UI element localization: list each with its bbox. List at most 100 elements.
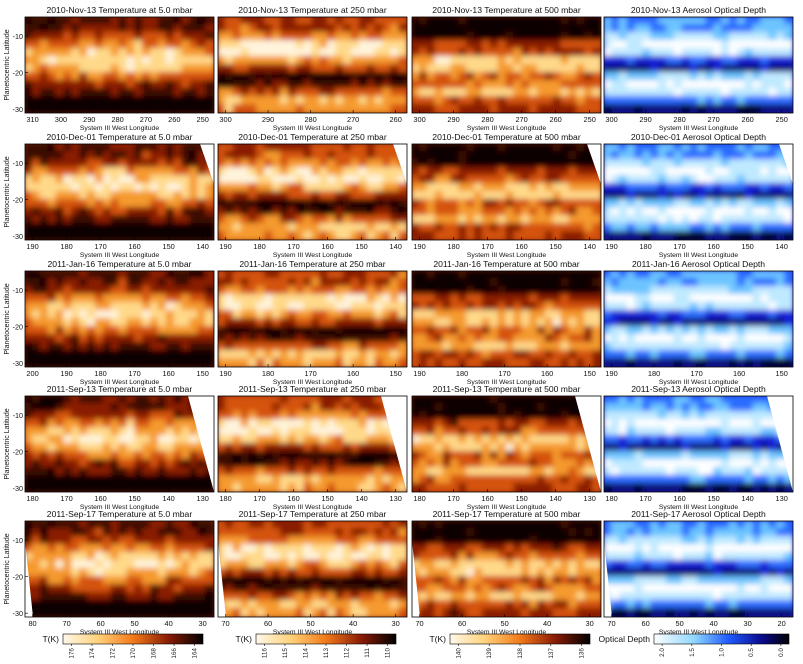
panel-title: 2011-Sep-17 Temperature at 500 mbar (433, 509, 581, 519)
x-tick-label: 170 (128, 369, 140, 378)
x-tick-label: 180 (219, 494, 231, 503)
x-tick-label: 190 (60, 369, 72, 378)
x-tick-label: 300 (219, 115, 231, 124)
x-tick-label: 250 (583, 115, 595, 124)
colorbar-tick-label: 111 (364, 648, 371, 658)
heatmap-image (604, 144, 793, 240)
heatmap-image (25, 144, 214, 240)
x-tick-label: 150 (741, 242, 753, 251)
heatmap-image (604, 396, 793, 492)
x-tick-label: 170 (94, 242, 106, 251)
panel-title: 2011-Sep-17 Temperature at 5.0 mbar (47, 509, 193, 519)
x-tick-label: 60 (96, 619, 104, 628)
colorbar-tick-label: 0.0 (778, 648, 785, 657)
y-tick-label: -20 (13, 196, 23, 205)
colorbar-tick-label: 1.5 (689, 648, 696, 657)
x-tick-label: 290 (83, 115, 95, 124)
colorbar-tick-label: 139 (486, 648, 493, 659)
colorbar-2: T(K) 140 139 138 137 136 (429, 633, 591, 659)
x-tick-label: 280 (673, 115, 685, 124)
x-tick-label: 180 (447, 242, 459, 251)
x-tick-label: 140 (355, 494, 367, 503)
panel-frame (603, 520, 794, 618)
x-tick-label: 60 (641, 619, 649, 628)
x-tick-label: 180 (94, 369, 106, 378)
x-tick-label: 180 (60, 242, 72, 251)
x-tick-label: 150 (196, 369, 208, 378)
panel-frame (411, 520, 602, 618)
no-data-wedge (188, 396, 214, 492)
y-tick-label: -10 (13, 286, 23, 295)
x-axis-label: System III West Longitude (80, 629, 159, 636)
x-tick-label: 180 (262, 369, 274, 378)
colorbar-tick-label: 174 (89, 648, 96, 659)
x-axis-label: System III West Longitude (659, 252, 738, 259)
colorbar-tick-label: 172 (109, 648, 116, 659)
heatmap-image (412, 521, 601, 617)
y-tick-label: -10 (13, 411, 23, 420)
x-tick-label: 250 (775, 115, 787, 124)
x-tick-label: 20 (778, 619, 786, 628)
x-tick-label: 140 (389, 242, 401, 251)
x-tick-label: 180 (648, 369, 660, 378)
colorbar-tick-label: 110 (385, 648, 392, 659)
no-data-wedge (779, 144, 793, 184)
x-tick-label: 140 (583, 242, 595, 251)
colorbar-tick-label: 0.5 (748, 648, 755, 657)
x-tick-label: 180 (639, 242, 651, 251)
x-axis-label: System III West Longitude (80, 252, 159, 259)
panel-title: 2010-Nov-13 Temperature at 250 mbar (238, 5, 387, 15)
x-tick-label: 190 (413, 242, 425, 251)
no-data-wedge (767, 396, 793, 492)
y-axis-label: Planetocentric Latitude (4, 408, 11, 479)
x-tick-label: 130 (583, 494, 595, 503)
heatmap-image (412, 144, 601, 240)
x-tick-label: 160 (481, 494, 493, 503)
panel-title: 2011-Jan-16 Temperature at 500 mbar (433, 259, 579, 269)
x-tick-label: 70 (607, 619, 615, 628)
colorbar-0: T(K) 176 174 172 170 168 166 164 (42, 633, 204, 659)
colorbar-ramp (255, 633, 397, 645)
heatmap-image (412, 17, 601, 113)
x-tick-label: 160 (541, 369, 553, 378)
x-tick-label: 150 (775, 369, 787, 378)
panel-title: 2011-Sep-17 Temperature at 250 mbar (239, 509, 387, 519)
panel-2010-Dec-01-3: 2010-Dec-01 Aerosol Optical Depth 190 180 1… (603, 132, 794, 259)
panel-2010-Nov-13-2: 2010-Nov-13 Temperature at 500 mbar 300 29… (411, 5, 602, 132)
x-tick-label: 160 (347, 369, 359, 378)
x-tick-label: 40 (543, 619, 551, 628)
panel-frame (217, 395, 408, 493)
heatmap-image (218, 521, 407, 617)
panel-2010-Dec-01-0: 2010-Dec-01 Temperature at 5.0 mbar 190 18… (13, 132, 215, 259)
x-tick-label: 290 (447, 115, 459, 124)
heatmap-image (218, 144, 407, 240)
x-axis-label: System III West Longitude (659, 379, 738, 386)
x-axis-label: System III West Longitude (273, 379, 352, 386)
x-tick-label: 140 (196, 242, 208, 251)
x-tick-label: 170 (690, 369, 702, 378)
y-tick-label: -30 (13, 232, 23, 241)
panel-frame (603, 270, 794, 368)
panel-frame (24, 16, 215, 114)
panel-2011-Sep-17-1: 2011-Sep-17 Temperature at 250 mbar 70 60 5… (217, 509, 408, 636)
x-tick-label: 270 (140, 115, 152, 124)
x-tick-label: 150 (162, 242, 174, 251)
x-tick-label: 190 (605, 242, 617, 251)
x-tick-label: 150 (583, 369, 595, 378)
panel-2011-Sep-13-2: 2011-Sep-13 Temperature at 500 mbar 180 17… (411, 384, 602, 511)
x-tick-label: 70 (415, 619, 423, 628)
colorbar-label: T(K) (235, 634, 252, 644)
heatmap-image (604, 17, 793, 113)
colorbar-label: Optical Depth (599, 634, 651, 644)
x-tick-label: 30 (744, 619, 752, 628)
x-axis-label: System III West Longitude (467, 125, 546, 132)
x-tick-label: 270 (347, 115, 359, 124)
panel-title: 2010-Dec-01 Temperature at 500 mbar (432, 132, 581, 142)
x-tick-label: 260 (549, 115, 561, 124)
panel-2011-Sep-17-3: 2011-Sep-17 Aerosol Optical Depth 70 60 50 4… (603, 509, 794, 636)
colorbar-tick-label: 138 (517, 648, 524, 659)
colorbar-group: T(K) 176 174 172 170 168 166 164 T(K) 116 115 114 11… (42, 633, 790, 659)
panel-frame (24, 143, 215, 241)
colorbar-tick-label: 168 (151, 648, 158, 659)
panel-title: 2010-Nov-13 Temperature at 500 mbar (432, 5, 581, 15)
